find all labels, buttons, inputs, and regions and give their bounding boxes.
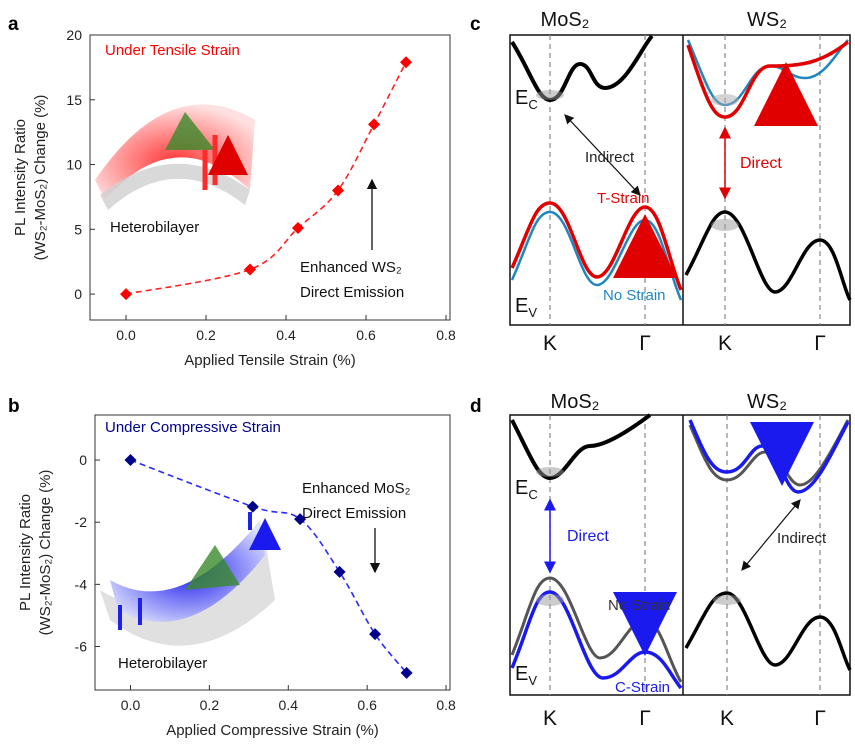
x-axis-label: Applied Compressive Strain (%)	[166, 722, 379, 739]
x-tick-label: 0.2	[200, 697, 220, 713]
diagram-text: No Strain	[608, 597, 671, 614]
y-tick-label: 20	[66, 27, 82, 43]
panel-label: c	[470, 14, 481, 35]
band-edge-label: EC	[515, 87, 538, 112]
data-point	[244, 263, 256, 276]
band-title: MoS₂	[551, 391, 600, 413]
y-axis-label: PL Intensity Ratio	[12, 119, 29, 236]
x-tick-label: 0.0	[116, 327, 136, 343]
band-edge-label: EV	[515, 295, 537, 320]
y-tick-label: 5	[74, 221, 82, 237]
x-tick-label: 0.8	[436, 697, 456, 713]
data-point	[369, 628, 382, 641]
k-point: Γ	[639, 707, 651, 730]
data-point	[400, 666, 413, 679]
data-point	[120, 288, 132, 301]
band-title: WS₂	[747, 9, 787, 31]
y-tick-label: 0	[74, 286, 82, 302]
x-tick-label: 0.6	[357, 697, 377, 713]
y-tick-label: 15	[66, 92, 82, 108]
band-diagram-c: MoS₂ WS₂ EC EV Indirect T-Strain No Stra…	[509, 9, 852, 355]
annotation: Under Tensile Strain	[105, 42, 240, 59]
k-point: Γ	[814, 707, 826, 730]
k-point: Γ	[639, 332, 651, 355]
band-edge-label: EV	[515, 663, 537, 688]
y-tick-label: 0	[79, 452, 87, 468]
diagram-text: Indirect	[585, 149, 635, 166]
k-point: K	[718, 332, 732, 355]
plot-frame	[94, 414, 451, 691]
x-tick-label: 0.6	[356, 327, 376, 343]
band-diagram-d: MoS₂ WS₂ EC EV Direct No Strain C-Strain…	[509, 391, 852, 730]
annotation: Enhanced WS₂	[300, 259, 402, 276]
panel-label: a	[8, 14, 19, 35]
y-tick-label: -6	[75, 638, 88, 654]
y-axis-label: PL Intensity Ratio	[17, 494, 34, 611]
k-point: Γ	[814, 332, 826, 355]
x-tick-label: 0.2	[196, 327, 216, 343]
diagram-text: Direct	[567, 528, 609, 545]
diagram-text: T-Strain	[597, 190, 650, 207]
annotation: Direct Emission	[300, 284, 404, 301]
data-point	[368, 118, 380, 131]
diagram-text: No Strain	[603, 287, 666, 304]
y-axis-label: (WS₂-MoS₂) Change (%)	[32, 95, 49, 261]
k-point: K	[543, 707, 557, 730]
x-tick-label: 0.0	[121, 697, 141, 713]
diagram-text: Indirect	[777, 530, 827, 547]
x-tick-label: 0.8	[436, 327, 456, 343]
panel-label: d	[470, 396, 482, 417]
data-point	[332, 184, 344, 197]
annotation: Direct Emission	[302, 505, 406, 522]
data-point	[333, 565, 346, 578]
annotation: Heterobilayer	[110, 219, 199, 236]
data-point	[294, 513, 307, 526]
fit-curve	[130, 459, 408, 674]
diagram-text: Direct	[740, 155, 782, 172]
panel-label: b	[8, 396, 20, 417]
band-title: MoS₂	[541, 9, 590, 31]
x-axis-label: Applied Tensile Strain (%)	[184, 352, 355, 369]
annotation: Enhanced MoS₂	[302, 480, 411, 497]
annotation: Heterobilayer	[118, 655, 207, 672]
inset-a	[95, 104, 255, 210]
x-tick-label: 0.4	[279, 697, 299, 713]
y-axis-label: (WS₂-MoS₂) Change (%)	[37, 470, 54, 636]
data-point	[400, 56, 412, 69]
diagram-text: C-Strain	[615, 679, 670, 696]
band-edge-label: EC	[515, 477, 538, 502]
plot-frame	[89, 34, 451, 321]
x-tick-label: 0.4	[276, 327, 296, 343]
y-tick-label: -4	[75, 576, 88, 592]
data-point	[124, 454, 137, 467]
data-point	[246, 500, 259, 513]
k-point: K	[720, 707, 734, 730]
inset-b	[100, 512, 275, 646]
y-tick-label: -2	[75, 514, 88, 530]
band-title: WS₂	[747, 391, 787, 413]
annotation: Under Compressive Strain	[105, 419, 281, 436]
k-point: K	[543, 332, 557, 355]
y-tick-label: 10	[66, 157, 82, 173]
data-point	[292, 222, 304, 235]
